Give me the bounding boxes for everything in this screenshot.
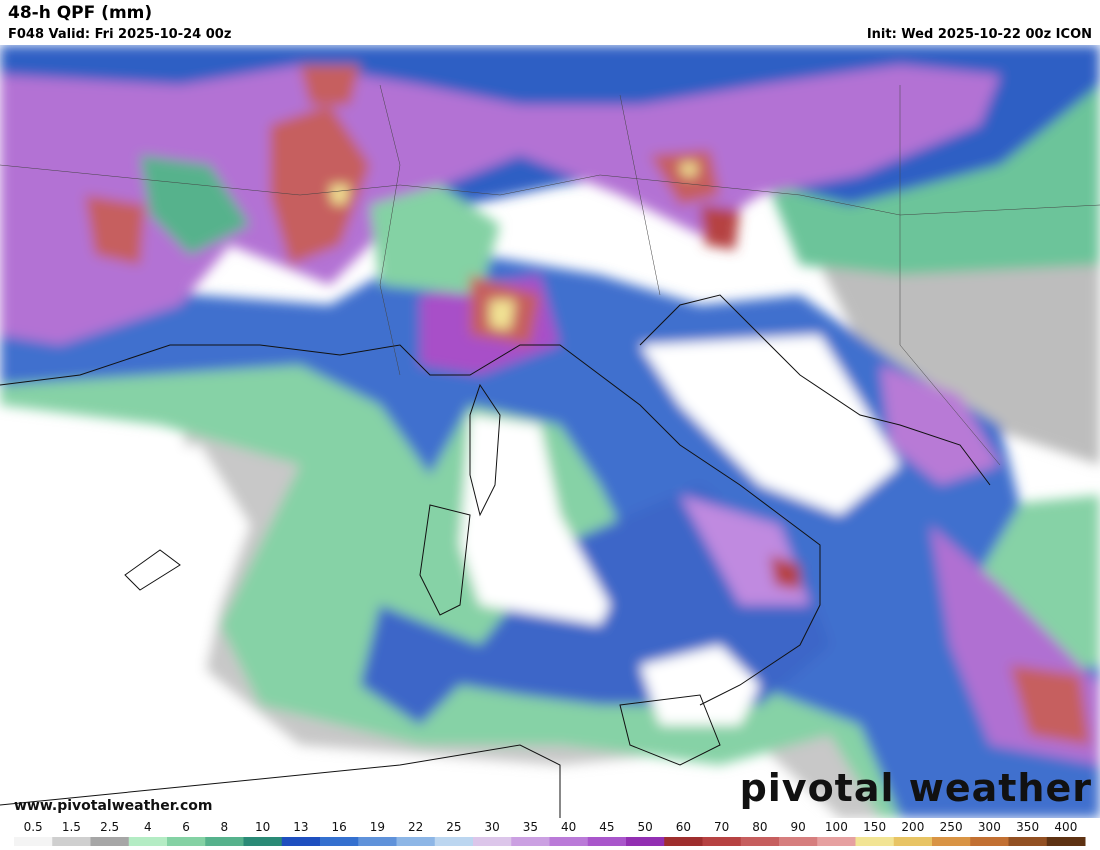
colorbar-label: 8 [221,820,229,834]
colorbar-swatch [817,837,856,846]
colorbar-swatch [128,837,168,846]
colorbar-swatch [970,837,1009,846]
colorbar-label: 35 [523,820,538,834]
colorbar-label: 50 [637,820,652,834]
brand-logo: pivotal weather [739,766,1092,810]
colorbar-swatch [473,837,512,846]
colorbar-swatch [281,837,321,846]
colorbar-swatch [702,837,742,846]
colorbar: 0.5 1.5 2.5 4 6 8 10 13 16 19 22 25 30 35 40 45 50 60 70 80… [14,820,1086,846]
colorbar-label: 4 [144,820,152,834]
colorbar-swatch [52,837,91,846]
colorbar-swatch [779,837,818,846]
colorbar-label: 90 [790,820,805,834]
colorbar-swatch [434,837,474,846]
colorbar-label: 100 [825,820,848,834]
colorbar-label: 10 [255,820,270,834]
colorbar-label: 2.5 [100,820,119,834]
colorbar-label: 300 [978,820,1001,834]
colorbar-swatch [167,837,206,846]
colorbar-swatch [932,837,971,846]
colorbar-swatch [587,837,627,846]
colorbar-label: 25 [446,820,461,834]
colorbar-swatch [90,837,130,846]
colorbar-swatch [358,837,397,846]
colorbar-swatch [396,837,436,846]
colorbar-swatch [243,837,283,846]
colorbar-label: 22 [408,820,423,834]
colorbar-label: 200 [901,820,924,834]
colorbar-swatch [664,837,703,846]
precip-map [0,45,1100,818]
colorbar-swatch [855,837,895,846]
colorbar-swatch [1046,837,1086,846]
colorbar-label: 70 [714,820,729,834]
colorbar-label: 0.5 [24,820,43,834]
title: 48-h QPF (mm) [8,3,153,23]
website: www.pivotalweather.com [14,798,213,814]
colorbar-swatch [893,837,933,846]
colorbar-label: 40 [561,820,576,834]
colorbar-swatch [740,837,780,846]
colorbar-label: 45 [599,820,614,834]
colorbar-label: 6 [182,820,190,834]
colorbar-label: 80 [752,820,767,834]
colorbar-label: 13 [293,820,308,834]
colorbar-label: 16 [331,820,346,834]
colorbar-swatch [205,837,244,846]
colorbar-label: 1.5 [62,820,81,834]
colorbar-label: 250 [940,820,963,834]
colorbar-label: 150 [863,820,886,834]
colorbar-swatch [320,837,359,846]
colorbar-swatch [511,837,550,846]
colorbar-swatch [1008,837,1048,846]
valid-time: F048 Valid: Fri 2025-10-24 00z [8,27,232,42]
colorbar-swatch [14,837,53,846]
colorbar-label: 60 [676,820,691,834]
colorbar-swatch [626,837,665,846]
colorbar-label: 350 [1016,820,1039,834]
colorbar-label: 30 [484,820,499,834]
colorbar-swatch [549,837,589,846]
colorbar-label: 400 [1054,820,1077,834]
colorbar-label: 19 [370,820,385,834]
init-time: Init: Wed 2025-10-22 00z ICON [866,27,1092,42]
